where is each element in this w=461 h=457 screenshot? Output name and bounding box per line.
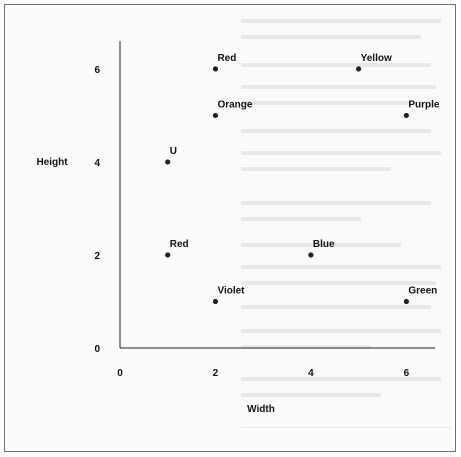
data-point-label: U	[170, 146, 177, 157]
y-tick-label: 2	[94, 251, 100, 262]
data-point	[212, 66, 219, 72]
data-point-label: Violet	[217, 285, 245, 296]
x-tick-label: 0	[117, 368, 123, 379]
figure-frame: 0 2 4 6 0 2 4 6 Red Yellow Orange Purple U Red Blue Vi…	[4, 4, 456, 452]
data-point-label: Red	[217, 53, 236, 64]
y-tick-label: 4	[94, 158, 100, 169]
data-point-label: Blue	[313, 239, 335, 250]
data-point	[212, 112, 219, 119]
data-point-label: Orange	[217, 99, 252, 110]
x-tick-label: 4	[308, 368, 314, 379]
x-axis-title: Width	[247, 404, 275, 415]
data-point	[403, 298, 409, 305]
y-axis-title: Height	[36, 157, 68, 168]
data-point	[403, 112, 409, 119]
data-point	[165, 252, 171, 258]
data-point-label: Red	[170, 239, 189, 250]
x-tick-label: 2	[213, 368, 219, 379]
y-tick-label: 0	[94, 344, 100, 355]
data-point-label: Green	[408, 285, 437, 296]
data-point-label: Purple	[408, 99, 440, 110]
x-tick-label: 6	[404, 368, 410, 379]
scatter-chart: 0 2 4 6 0 2 4 6 Red Yellow Orange Purple U Red Blue Vi…	[36, 41, 440, 415]
data-point	[308, 252, 314, 258]
data-point	[165, 159, 171, 165]
data-point	[212, 298, 219, 305]
y-tick-label: 6	[94, 65, 100, 76]
data-point-label: Yellow	[361, 53, 392, 64]
data-point	[356, 66, 362, 72]
